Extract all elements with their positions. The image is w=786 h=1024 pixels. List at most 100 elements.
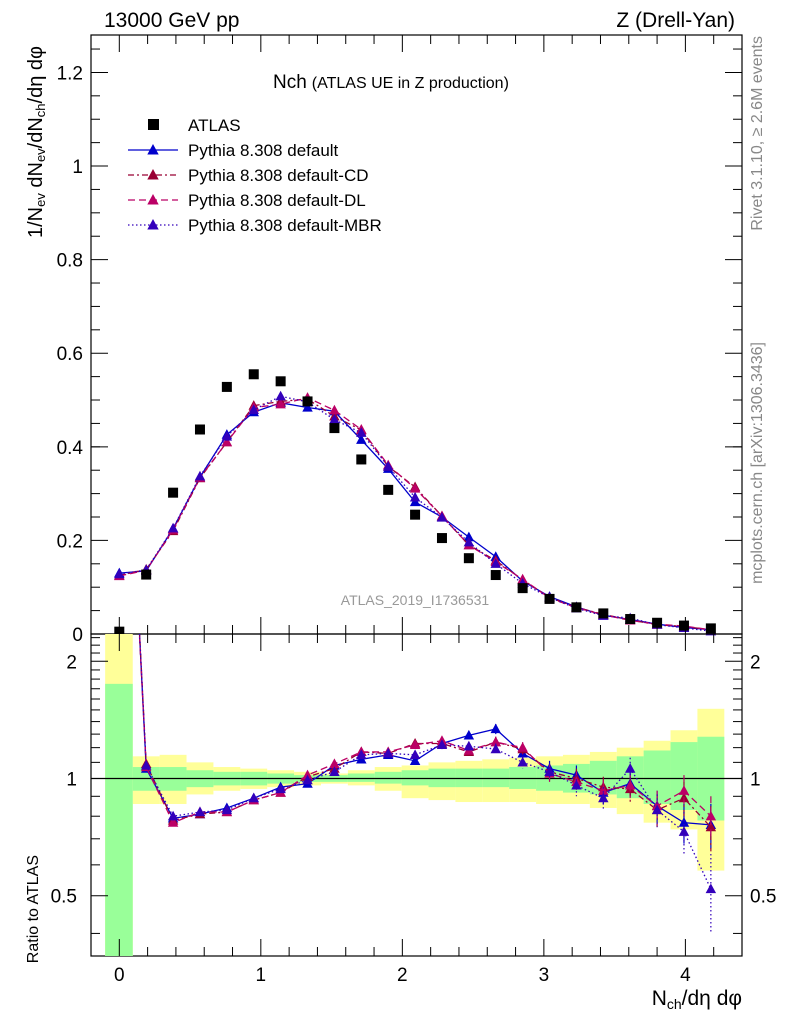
ratio-point-mbr [490,743,501,754]
ratio-point-mbr [598,792,609,803]
data-point-mbr [248,404,259,414]
data-point-default [463,531,475,542]
legend: ATLAS Pythia 8.308 default Pythia 8.308 de… [128,116,382,235]
main-panel: 0 0.2 0.4 0.6 0.8 1 1.2 Nch (ATLAS UE in Z prod… [25,34,743,646]
data-point-atlas [436,533,447,544]
ratio-line-default [138,634,711,826]
plot-title-main: Nch [273,72,307,93]
ratio-point-dl [167,817,179,827]
data-point-mbr [114,568,125,579]
data-point-atlas [141,569,152,580]
legend-label: Pythia 8.308 default-MBR [188,216,382,235]
ratio-point-default [678,817,690,827]
ratio-point-mbr [140,759,152,770]
main-ticks: 0 0.2 0.4 0.6 0.8 1 1.2 [57,35,742,646]
main-y-tick-label: 1.2 [57,63,83,84]
x-axis-label-part: ch [667,996,682,1012]
data-point-atlas [329,423,340,434]
data-point-atlas [168,487,179,498]
main-y-tick-label: 0.6 [57,344,83,365]
rivet-label: Rivet 3.1.10, ≥ 2.6M events [749,36,766,231]
y-axis-label-part: 1/N [25,207,47,238]
data-point-atlas [490,570,501,581]
legend-label: Pythia 8.308 default-CD [188,166,369,185]
ratio-line-dl [138,634,712,824]
ratio-point-mbr [356,749,367,759]
ratio-point-mbr [544,766,555,776]
legend-label: Pythia 8.308 default-DL [188,191,366,210]
ratio-ticks: 0.5 0.5 1 1 2 2 0 1 2 3 4 [51,634,776,986]
data-point-mbr [167,522,179,533]
ratio-marks [91,634,742,956]
data-point-mbr [194,470,206,481]
ratio-point-mbr [624,763,636,773]
main-y-tick-label: 0.2 [57,531,83,552]
x-axis-label-part: N [652,987,667,1010]
ratio-y-tick-label-right: 2 [750,652,761,673]
ratio-point-mbr [248,792,259,803]
ratio-point-mbr [517,756,528,767]
x-axis-label-part: /dη dφ [682,987,742,1010]
ratio-point-mbr [167,810,179,821]
main-marks [114,369,717,637]
y-axis-label-part: /dN [25,117,47,148]
data-point-atlas [625,614,636,625]
data-point-dl [275,398,286,409]
ratio-point-mbr [705,883,717,894]
main-y-axis-label: 1/Nev dNev/dNch/dη dφ [25,46,48,238]
y-axis-label-part: ev [33,148,48,162]
legend-marker-mbr [147,219,159,230]
data-point-atlas [544,593,555,604]
y-axis-label-part: ev [33,193,48,207]
ratio-point-dl [490,736,501,747]
ratio-point-dl [302,769,313,780]
data-point-atlas [248,369,259,380]
ratio-x-tick-label: 0 [114,965,125,986]
ratio-point-mbr [275,783,286,794]
data-point-mbr [329,414,340,424]
ratio-point-cd [705,821,717,832]
y-axis-label-part: dN [25,162,47,193]
ratio-point-mbr [571,779,582,790]
data-point-atlas [705,623,716,634]
data-point-mbr [436,511,448,522]
ratio-y-tick-label: 0.5 [51,887,77,908]
ratio-point-mbr [463,740,475,751]
uncertainty-band-inner [374,771,402,784]
ratio-point-dl [329,758,340,769]
data-point-atlas [410,509,421,520]
main-y-tick-label: 0.4 [57,438,84,459]
y-axis-label-part: ch [33,103,48,117]
data-point-atlas [356,454,367,465]
legend-marker-atlas [148,119,159,130]
ratio-series-group [138,634,717,934]
ratio-x-tick-label: 2 [397,965,408,986]
uncertainty-band-inner [401,770,429,786]
ratio-point-mbr [302,774,313,785]
ratio-x-axis-label: Nch/dη dφ [652,987,742,1012]
data-point-mbr [463,536,475,547]
ratio-y-tick-label: 2 [66,652,77,673]
ratio-point-mbr [409,749,421,759]
data-point-dl [329,404,340,415]
plot-title-sub: (ATLAS UE in Z production) [312,75,509,92]
data-point-mbr [409,491,421,502]
legend-marker-cd [147,169,159,180]
data-point-mbr [382,460,394,471]
data-point-atlas [598,608,609,619]
data-point-mbr [356,427,367,437]
ratio-point-dl [705,810,717,821]
ratio-y-tick-label-right: 0.5 [750,887,776,908]
ratio-x-tick-label: 3 [539,965,550,986]
ratio-point-dl [624,779,636,790]
uncertainty-band-inner [347,773,375,782]
legend-label: Pythia 8.308 default [188,141,339,160]
main-y-tick-label: 0.8 [57,251,83,272]
data-point-dl [221,436,233,447]
data-point-atlas [383,484,394,495]
ratio-point-dl [598,785,609,795]
ratio-x-tick-label: 4 [680,965,691,986]
ratio-point-dl [409,739,421,749]
data-point-atlas [194,424,205,435]
